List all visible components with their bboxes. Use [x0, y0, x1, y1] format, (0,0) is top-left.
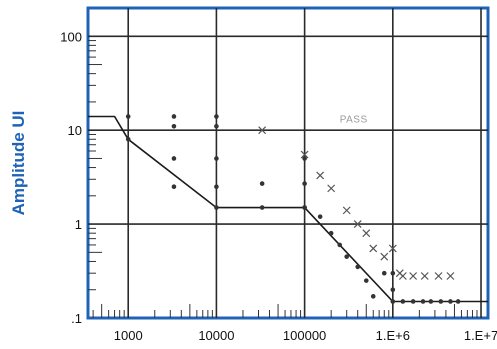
- x-marker-stroke: [434, 272, 443, 280]
- dot-point: [337, 242, 343, 248]
- x-marker-stroke: [409, 272, 418, 280]
- y-tick-label: 100: [60, 29, 82, 44]
- x-marker-stroke: [362, 229, 371, 238]
- dot-point: [344, 254, 349, 259]
- x-marker-point: [327, 184, 336, 193]
- dot-point: [455, 299, 461, 304]
- dot-point: [438, 299, 444, 304]
- x-marker-point: [388, 244, 397, 253]
- y-tick-label: 1: [75, 217, 82, 232]
- dot-point: [410, 299, 416, 304]
- dot-point: [328, 230, 334, 236]
- x-marker-stroke: [342, 206, 351, 215]
- x-marker-point: [316, 171, 325, 180]
- x-marker-point: [342, 206, 351, 215]
- dot-point: [171, 114, 177, 119]
- dot-point: [259, 181, 265, 186]
- x-marker-stroke: [327, 184, 336, 193]
- dot-point: [355, 264, 361, 270]
- x-tick-label: 1.E+7: [464, 328, 497, 343]
- dot-series: [125, 114, 461, 304]
- y-tick-label: 10: [68, 123, 82, 138]
- x-marker-point: [300, 150, 309, 159]
- dot-point: [214, 205, 219, 210]
- minor-ticks: [88, 40, 478, 318]
- x-marker-point: [369, 244, 378, 253]
- x-marker-point: [353, 220, 362, 229]
- x-marker-stroke: [316, 171, 325, 180]
- dot-point: [214, 184, 219, 190]
- dot-point: [381, 270, 387, 276]
- dot-point: [420, 299, 426, 304]
- x-tick-label: 10000: [198, 328, 234, 343]
- x-tick-labels: 1000 10000 100000 1.E+6 1.E+7: [114, 328, 497, 343]
- x-marker-stroke: [398, 272, 407, 280]
- x-marker-stroke: [446, 272, 455, 280]
- dot-point: [259, 205, 265, 210]
- dot-point: [302, 156, 307, 161]
- dot-point: [214, 123, 219, 129]
- x-marker-stroke: [380, 252, 389, 261]
- dot-point: [171, 184, 177, 190]
- x-tick-label: 1000: [114, 328, 143, 343]
- x-marker-stroke: [353, 220, 362, 229]
- dot-point: [370, 294, 376, 299]
- plot-area: [86, 6, 490, 320]
- x-marker-series: [258, 126, 455, 280]
- x-marker-stroke: [388, 244, 397, 253]
- x-marker-point: [420, 272, 429, 280]
- dot-point: [125, 136, 131, 142]
- dot-point: [214, 156, 219, 161]
- plot-frame: [86, 6, 490, 320]
- y-tick-labels: 100 10 1 .1: [60, 29, 82, 326]
- dot-point: [125, 114, 131, 119]
- x-marker-point: [398, 272, 407, 280]
- x-tick-label: 1.E+6: [376, 328, 410, 343]
- grid: [88, 8, 488, 318]
- x-marker-stroke: [300, 150, 309, 159]
- x-marker-point: [380, 252, 389, 261]
- dot-point: [390, 287, 396, 293]
- x-marker-stroke: [258, 126, 267, 135]
- x-marker-point: [434, 272, 443, 280]
- x-marker-point: [409, 272, 418, 280]
- dot-point: [317, 214, 323, 219]
- x-marker-stroke: [369, 244, 378, 253]
- x-marker-point: [446, 272, 455, 280]
- y-axis-label: Amplitude UI: [9, 111, 28, 216]
- dot-point: [390, 270, 396, 276]
- pass-annotation: PASS: [340, 115, 368, 126]
- x-marker-point: [258, 126, 267, 135]
- dot-point: [400, 299, 406, 304]
- dot-point: [448, 299, 453, 304]
- dot-point: [214, 114, 219, 119]
- dot-point: [363, 278, 369, 283]
- x-marker-stroke: [420, 272, 429, 280]
- x-marker-point: [362, 229, 371, 238]
- y-tick-label: .1: [71, 311, 82, 326]
- dot-point: [171, 123, 177, 129]
- dot-point: [428, 299, 434, 304]
- dot-point: [390, 299, 396, 304]
- dot-point: [302, 181, 307, 186]
- dot-point: [171, 156, 177, 161]
- x-tick-label: 100000: [283, 328, 326, 343]
- dot-point: [302, 205, 307, 210]
